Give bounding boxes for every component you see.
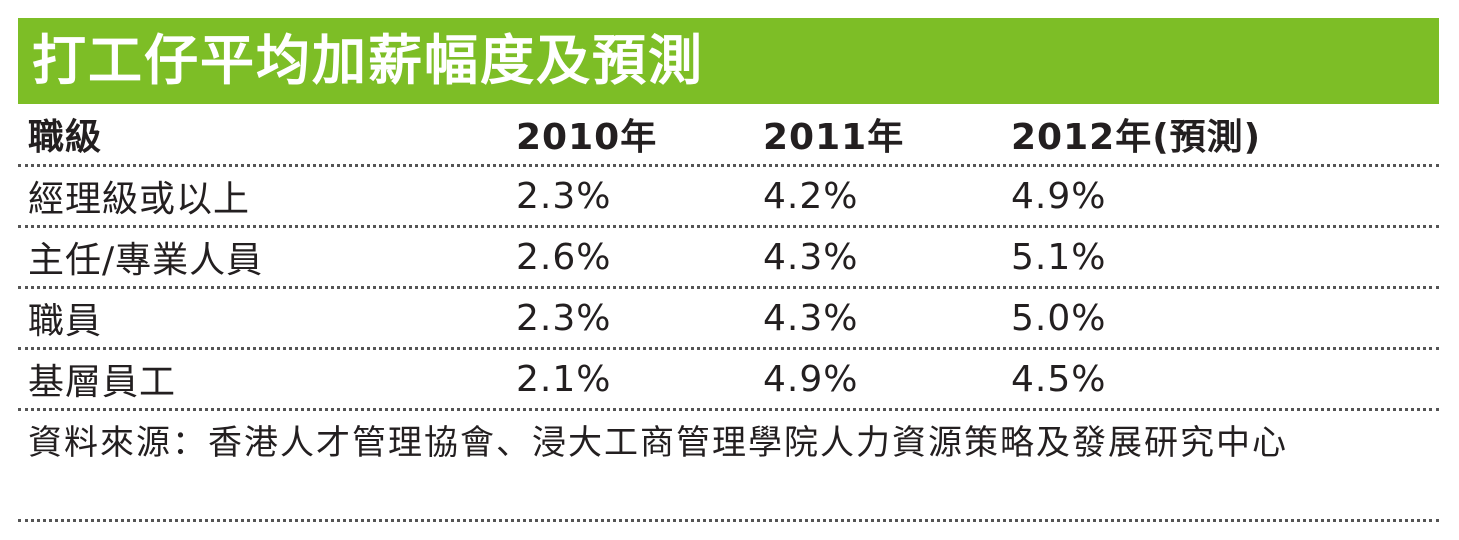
table-row: 主任/專業人員 2.6% 4.3% 5.1% [18, 228, 1439, 289]
salary-table: 職級 2010年 2011年 2012年(預測) 經理級或以上 2.3% 4.2… [18, 104, 1439, 411]
table-cell: 4.5% [1011, 358, 1107, 400]
table-row: 職員 2.3% 4.3% 5.0% [18, 289, 1439, 350]
table-cell: 2.6% [516, 236, 612, 278]
page-title: 打工仔平均加薪幅度及預測 [32, 29, 704, 92]
header-cell-2010: 2010年 [516, 117, 658, 158]
table-row: 基層員工 2.1% 4.9% 4.5% [18, 350, 1439, 411]
header-cell-2011: 2011年 [763, 117, 905, 158]
row-label: 經理級或以上 [28, 179, 251, 220]
table-cell: 4.3% [763, 297, 859, 339]
row-label: 基層員工 [28, 362, 177, 403]
table-row: 經理級或以上 2.3% 4.2% 4.9% [18, 167, 1439, 228]
table-cell: 2.3% [516, 297, 612, 339]
table-cell: 4.9% [763, 358, 859, 400]
row-label: 主任/專業人員 [28, 240, 264, 281]
table-cell: 5.0% [1011, 297, 1107, 339]
table-cell: 4.2% [763, 175, 859, 217]
table-cell: 2.1% [516, 358, 612, 400]
source-note: 資料來源：香港人才管理協會、浸大工商管理學院人力資源策略及發展研究中心 [18, 412, 1439, 522]
header-cell-grade: 職級 [28, 117, 103, 158]
table-cell: 5.1% [1011, 236, 1107, 278]
row-label: 職員 [28, 301, 103, 342]
table-cell: 4.3% [763, 236, 859, 278]
table-cell: 4.9% [1011, 175, 1107, 217]
header-cell-2012: 2012年(預測) [1011, 117, 1262, 158]
table-cell: 2.3% [516, 175, 612, 217]
title-bar: 打工仔平均加薪幅度及預測 [18, 18, 1439, 104]
source-text: 資料來源：香港人才管理協會、浸大工商管理學院人力資源策略及發展研究中心 [28, 423, 1288, 463]
table-header-row: 職級 2010年 2011年 2012年(預測) [18, 104, 1439, 167]
